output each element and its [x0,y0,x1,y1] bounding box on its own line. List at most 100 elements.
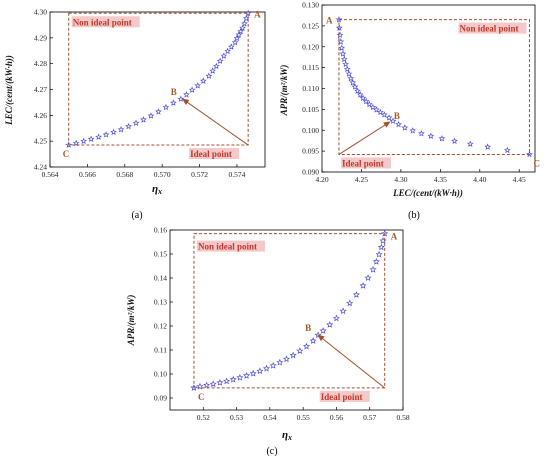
non-ideal-label-bg [458,22,527,34]
data-point [385,114,393,121]
panel-b-caption: (b) [408,210,420,221]
arrow-to-b [338,121,391,155]
data-point [282,355,291,363]
panel-c-points [190,229,389,391]
data-point [319,327,327,334]
data-point [504,146,511,154]
x-tick-label: 0.54 [263,413,276,422]
panel-a-ticks: 0.564 0.566 0.568 0.570 0.572 0.574 4.24 4.25 4.… [34,8,246,180]
label-b: B [171,87,177,97]
data-point [256,367,264,375]
data-point [220,52,228,59]
data-point [466,140,474,147]
data-point [337,38,345,45]
panel-b-dashed-frame [338,19,530,155]
panel-b: 4.20 4.25 4.30 4.35 4.40 4.45 0.090 0.095 0.100 0… [279,1,540,222]
non-ideal-point-label: Non ideal point [73,17,132,27]
data-point [132,119,140,126]
y-tick-label: 0.130 [302,1,319,10]
data-point [401,124,409,131]
y-tick-label: 4.30 [34,8,47,17]
data-point [342,60,350,68]
data-point [236,373,244,381]
data-point [336,24,343,31]
data-point [80,137,87,145]
label-a: A [391,232,398,242]
data-point [336,31,344,38]
data-point [205,72,213,79]
dashed-frame [68,12,249,146]
data-point [155,108,162,115]
y-tick-label: 0.09 [154,394,167,403]
y-tick-label: 0.110 [302,84,319,93]
data-point [241,20,248,27]
data-point [339,50,347,57]
x-tick-label: 0.568 [116,170,133,179]
y-tick-label: 0.125 [302,21,319,30]
data-point [228,43,235,50]
data-point [125,122,132,130]
y-tick-label: 0.105 [302,105,319,114]
data-point [369,103,377,111]
y-tick-label: 0.13 [154,298,167,307]
data-point [418,130,425,137]
data-point [194,82,202,89]
ideal-label-bg [319,390,370,402]
y-tick-label: 4.26 [34,111,47,120]
data-point [170,99,177,106]
x-tick-label: 0.53 [230,413,243,422]
panel-b-ylabel: APR/(m²/kW) [279,65,289,117]
data-point [302,342,310,350]
ideal-label-bg [189,148,240,160]
ideal-point-label: Ideal point [190,149,232,159]
panel-c-ticks: 0.52 0.53 0.54 0.55 0.56 0.57 0.58 0.09 0.10 0.11… [154,226,410,423]
x-tick-label: 0.570 [154,170,171,179]
data-point [276,358,284,366]
arrow-to-b [317,334,386,389]
data-point [199,77,207,84]
data-point [354,87,361,94]
data-point [229,375,237,383]
panel-a-points [65,9,252,148]
data-point [263,364,271,372]
data-point [375,250,383,258]
data-point [326,321,334,328]
x-tick-label: 0.57 [363,413,376,422]
data-point [356,91,364,98]
y-tick-label: 4.28 [34,59,47,68]
x-tick-label: 4.30 [394,175,407,184]
y-tick-label: 0.14 [154,274,167,283]
data-point [188,86,196,93]
data-point [87,135,95,142]
data-point [209,380,217,388]
ideal-label-bg [340,157,391,169]
data-point [231,38,239,46]
data-point [224,47,231,55]
panel-c-annotations: A B C Non ideal point Ideal point [196,232,398,402]
panel-a-caption: (a) [131,210,142,221]
non-ideal-label-bg [196,240,265,252]
x-tick-label: 4.20 [315,175,328,184]
y-tick-label: 4.27 [34,85,47,94]
data-point [377,243,385,251]
data-point [102,131,110,138]
y-tick-label: 0.100 [302,126,319,135]
data-point [147,112,155,119]
panel-a-ylabel: LEC/(cent/(kW·h)) [4,55,14,126]
data-point [162,103,170,111]
data-point [177,95,185,102]
y-tick-label: 0.15 [154,250,167,259]
dashed-frame [193,233,386,389]
x-tick-label: 0.55 [297,413,310,422]
panel-c-ylabel: APR/(m²/kW) [126,295,136,347]
data-point [373,106,380,113]
data-point [381,229,389,237]
label-c: C [63,149,69,159]
non-ideal-point-label: Non ideal point [459,24,518,34]
y-tick-label: 0.10 [154,370,167,379]
data-point [249,369,257,377]
data-point [196,382,204,390]
data-point [233,34,241,42]
data-point [244,9,252,17]
non-ideal-label-bg [71,16,140,28]
